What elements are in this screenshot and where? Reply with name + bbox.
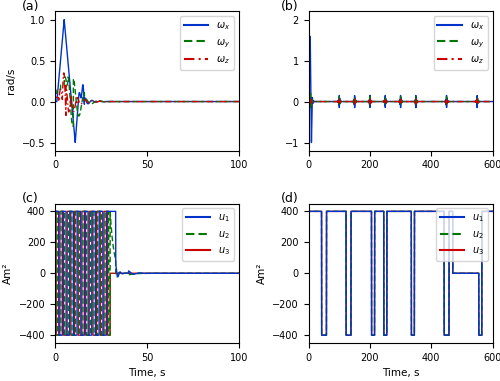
Legend: $\omega_x$, $\omega_y$, $\omega_z$: $\omega_x$, $\omega_y$, $\omega_z$ (180, 16, 234, 70)
Legend: $\omega_x$, $\omega_y$, $\omega_z$: $\omega_x$, $\omega_y$, $\omega_z$ (434, 16, 488, 70)
Legend: $u_1$, $u_2$, $u_3$: $u_1$, $u_2$, $u_3$ (182, 208, 234, 261)
Text: (d): (d) (281, 192, 299, 205)
Y-axis label: Am²: Am² (3, 263, 13, 284)
X-axis label: Time, s: Time, s (382, 368, 420, 378)
Legend: $u_1$, $u_2$, $u_3$: $u_1$, $u_2$, $u_3$ (436, 208, 488, 261)
Y-axis label: rad/s: rad/s (6, 68, 16, 94)
Y-axis label: Am²: Am² (257, 263, 267, 284)
Text: (a): (a) (22, 0, 40, 13)
X-axis label: Time, s: Time, s (128, 368, 166, 378)
Text: (b): (b) (281, 0, 298, 13)
Text: (c): (c) (22, 192, 38, 205)
